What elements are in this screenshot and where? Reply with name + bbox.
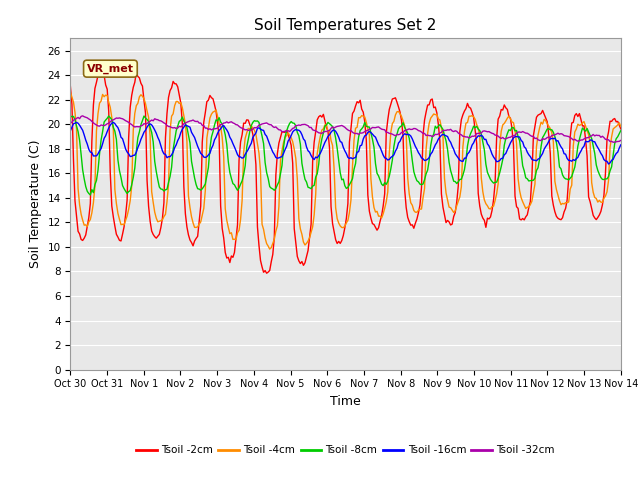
Tsoil -2cm xyxy=(589,213,597,218)
Tsoil -16cm xyxy=(605,161,612,167)
Line: Tsoil -32cm: Tsoil -32cm xyxy=(70,116,621,142)
Tsoil -2cm xyxy=(250,143,258,148)
Tsoil -32cm xyxy=(79,113,86,119)
Tsoil -8cm xyxy=(589,143,597,149)
Tsoil -16cm xyxy=(588,137,595,143)
Tsoil -2cm xyxy=(263,270,271,276)
Tsoil -8cm xyxy=(136,129,143,135)
Line: Tsoil -4cm: Tsoil -4cm xyxy=(70,92,621,249)
Tsoil -8cm xyxy=(86,192,94,198)
Tsoil -2cm xyxy=(260,269,268,275)
Line: Tsoil -2cm: Tsoil -2cm xyxy=(70,72,621,273)
Tsoil -32cm xyxy=(308,127,316,132)
Tsoil -8cm xyxy=(234,187,241,193)
Tsoil -16cm xyxy=(232,148,240,154)
Tsoil -16cm xyxy=(67,128,74,133)
Tsoil -8cm xyxy=(617,128,625,133)
Tsoil -4cm xyxy=(230,236,238,242)
Tsoil -8cm xyxy=(140,113,148,119)
Tsoil -32cm xyxy=(232,122,240,128)
Tsoil -4cm xyxy=(249,125,257,131)
X-axis label: Time: Time xyxy=(330,395,361,408)
Tsoil -32cm xyxy=(609,139,617,145)
Tsoil -32cm xyxy=(250,125,258,131)
Tsoil -4cm xyxy=(258,221,266,227)
Tsoil -32cm xyxy=(67,120,74,126)
Tsoil -32cm xyxy=(260,120,268,126)
Tsoil -16cm xyxy=(260,128,268,133)
Tsoil -8cm xyxy=(252,118,260,124)
Title: Soil Temperatures Set 2: Soil Temperatures Set 2 xyxy=(255,18,436,33)
Tsoil -4cm xyxy=(617,123,625,129)
Tsoil -16cm xyxy=(136,141,143,147)
Tsoil -4cm xyxy=(266,246,273,252)
Y-axis label: Soil Temperature (C): Soil Temperature (C) xyxy=(29,140,42,268)
Tsoil -4cm xyxy=(134,100,141,106)
Tsoil -4cm xyxy=(67,89,74,95)
Tsoil -16cm xyxy=(308,155,316,161)
Tsoil -2cm xyxy=(310,139,318,145)
Tsoil -2cm xyxy=(99,69,106,75)
Text: VR_met: VR_met xyxy=(87,63,134,74)
Tsoil -32cm xyxy=(136,124,143,130)
Line: Tsoil -8cm: Tsoil -8cm xyxy=(70,116,621,195)
Tsoil -8cm xyxy=(261,160,269,166)
Tsoil -4cm xyxy=(588,180,595,186)
Tsoil -4cm xyxy=(308,224,316,230)
Tsoil -32cm xyxy=(617,137,625,143)
Tsoil -2cm xyxy=(67,84,74,89)
Tsoil -2cm xyxy=(136,75,143,81)
Legend: Tsoil -2cm, Tsoil -4cm, Tsoil -8cm, Tsoil -16cm, Tsoil -32cm: Tsoil -2cm, Tsoil -4cm, Tsoil -8cm, Tsoi… xyxy=(132,441,559,459)
Tsoil -16cm xyxy=(617,142,625,148)
Tsoil -8cm xyxy=(310,182,318,188)
Tsoil -16cm xyxy=(250,132,258,138)
Tsoil -2cm xyxy=(232,236,240,242)
Line: Tsoil -16cm: Tsoil -16cm xyxy=(70,122,621,164)
Tsoil -16cm xyxy=(73,120,81,125)
Tsoil -8cm xyxy=(67,114,74,120)
Tsoil -2cm xyxy=(617,126,625,132)
Tsoil -32cm xyxy=(588,133,595,139)
